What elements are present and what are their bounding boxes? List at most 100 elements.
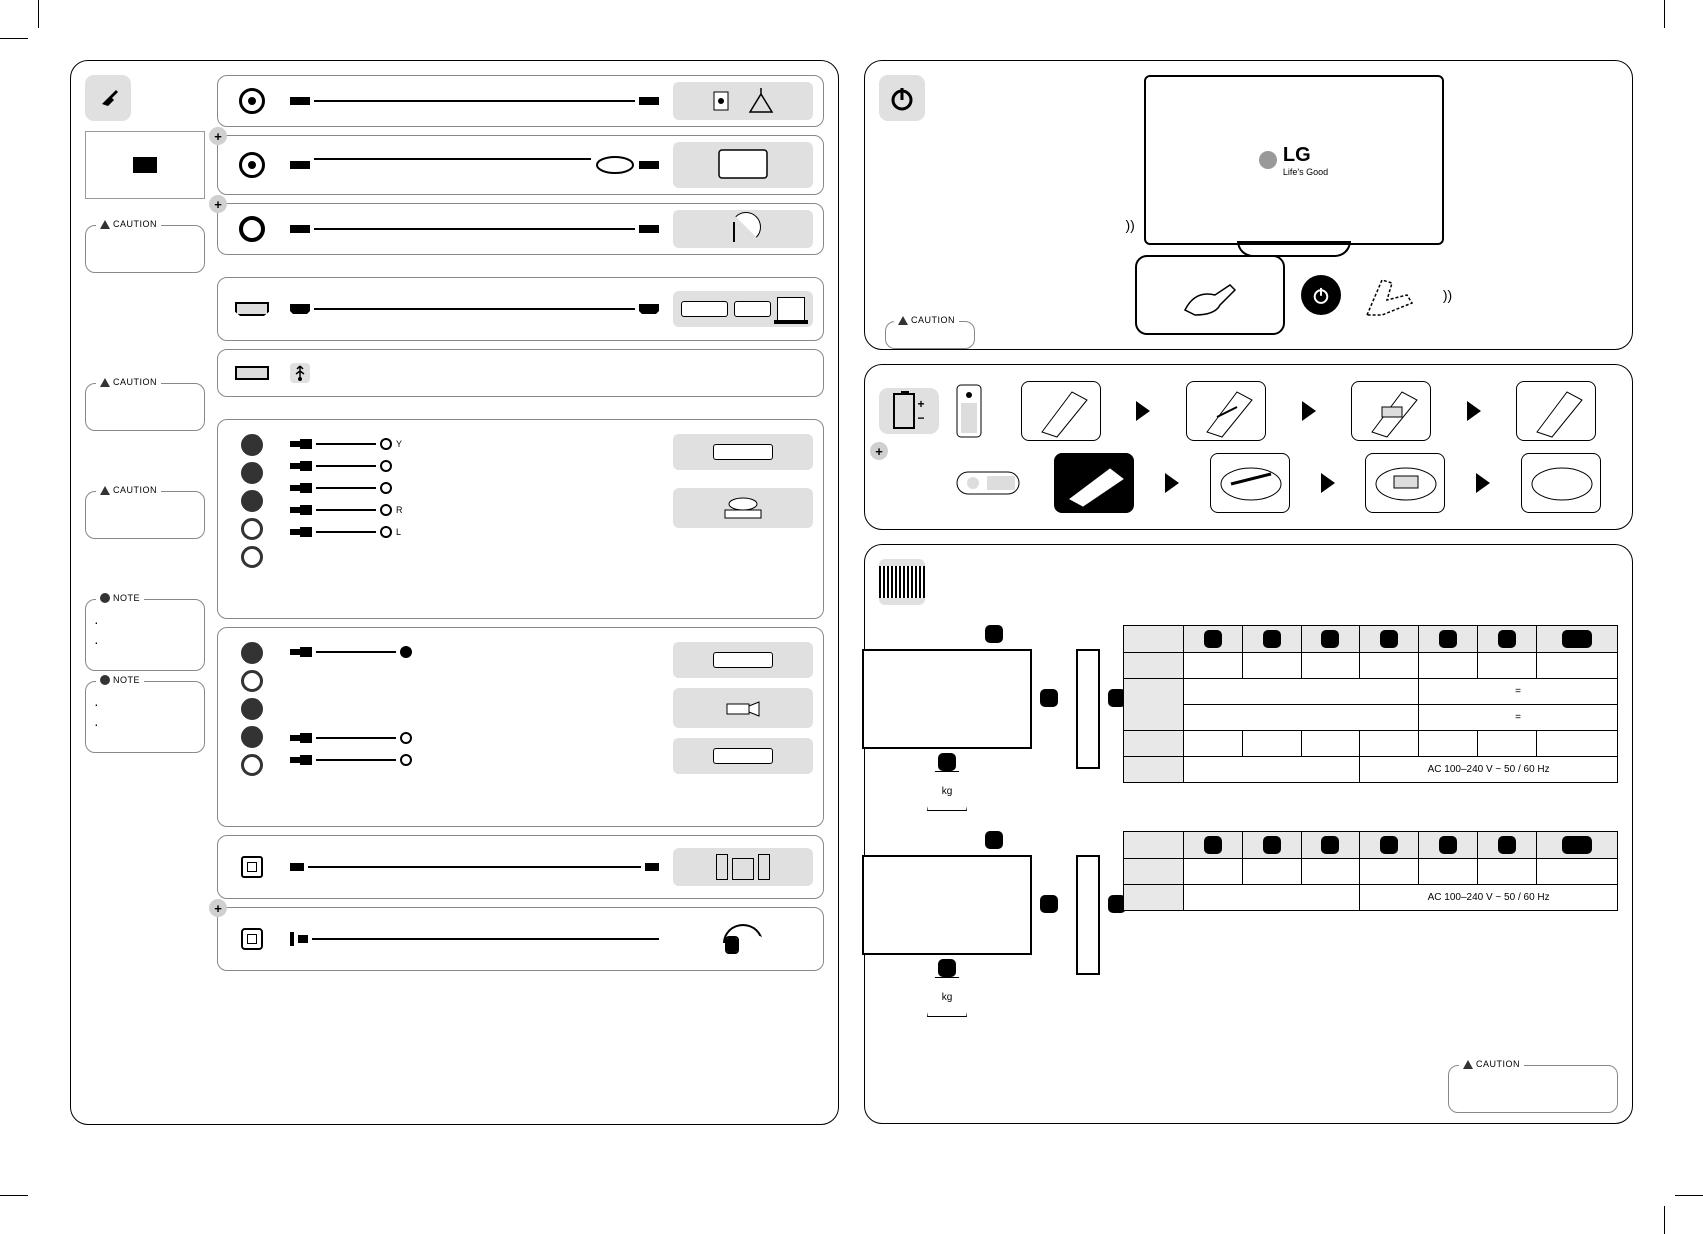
dim-marker <box>1439 836 1457 854</box>
plus-label: + <box>917 397 924 411</box>
dim-marker <box>938 959 956 977</box>
ir-wave-icon: )) <box>1443 287 1452 303</box>
sat-port-icon <box>239 216 265 242</box>
ir-wave-icon: )) <box>1126 217 1135 233</box>
left-column: CAUTION CAUTION CAUTION NOTE ·· NOTE · <box>70 60 839 1125</box>
power-rating-cell: AC 100–240 V ~ 50 / 60 Hz <box>1360 757 1618 783</box>
remote-row-standard: + − <box>879 379 1618 443</box>
hdmi-cable-icon <box>290 304 659 314</box>
magic-remote-icon <box>953 462 1023 505</box>
dim-marker <box>1562 836 1592 854</box>
note-label: NOTE <box>96 675 144 685</box>
remote-step-icon <box>1365 453 1445 513</box>
dim-marker <box>1204 630 1222 648</box>
hdmi-devices-icon <box>673 291 813 327</box>
audio-jack-cable-icon <box>290 932 659 946</box>
dim-marker <box>1380 630 1398 648</box>
note-callout-2: NOTE ·· <box>85 681 205 753</box>
brand-tagline: Life's Good <box>1283 167 1328 177</box>
remote-step-icon <box>1021 381 1101 441</box>
coax-port-icon <box>239 88 265 114</box>
crop-mark <box>0 1195 28 1196</box>
tv-rear-thumb <box>85 131 205 199</box>
satellite-dish-icon <box>673 210 813 248</box>
dimension-diagram: kg <box>879 831 1109 1017</box>
crop-mark <box>0 38 28 39</box>
power-button-icon <box>1301 275 1341 315</box>
minus-label: − <box>917 411 924 425</box>
rca-cable-icon: L <box>290 526 659 538</box>
stb-device-icon <box>673 642 813 678</box>
caution-callout-3: CAUTION <box>85 491 205 539</box>
rca-cable-icon <box>290 754 659 766</box>
optical-cable-icon <box>290 863 659 871</box>
equals-cell: = <box>1419 679 1618 705</box>
note-label: NOTE <box>96 593 144 603</box>
remote-battery-panel: + − + <box>864 364 1633 530</box>
arrow-right-icon <box>1476 473 1490 493</box>
sat-cable-icon <box>290 225 659 233</box>
connections-list: + <box>217 75 824 1110</box>
dimension-diagram: kg <box>879 625 1109 811</box>
plus-badge-icon: + <box>209 899 227 917</box>
usb-symbol-icon <box>290 363 310 383</box>
speaker-system-icon <box>673 848 813 886</box>
conn-row-satellite: + <box>217 203 824 255</box>
caution-callout-1: CAUTION <box>85 225 205 273</box>
dim-marker <box>1498 630 1516 648</box>
spec-block-1: kg <box>879 625 1618 811</box>
arrow-right-icon <box>1321 473 1335 493</box>
remote-row-magic: + <box>879 451 1618 515</box>
brand-name: LG <box>1283 144 1328 167</box>
remote-front-back-icon <box>953 383 985 439</box>
arrow-right-icon <box>1467 401 1481 421</box>
dim-marker-a <box>985 831 1003 849</box>
remote-step-icon <box>1054 453 1134 513</box>
hdmi-port-icon <box>235 302 269 316</box>
caution-label: CAUTION <box>96 485 161 495</box>
dim-marker <box>1498 836 1516 854</box>
conn-row-antenna <box>217 75 824 127</box>
dim-marker <box>1562 630 1592 648</box>
power-rating-cell: AC 100–240 V ~ 50 / 60 Hz <box>1360 885 1618 911</box>
remote-hand-icon <box>1357 265 1427 325</box>
crop-mark <box>1664 0 1665 28</box>
dim-marker-a <box>985 625 1003 643</box>
crop-mark <box>38 0 39 28</box>
dim-marker <box>1040 895 1058 913</box>
rca-cable-icon: R <box>290 504 659 516</box>
rca-cable-icon <box>290 646 659 658</box>
rca-cable-icon <box>290 460 659 472</box>
note-callout-1: NOTE ·· <box>85 599 205 671</box>
connections-panel: CAUTION CAUTION CAUTION NOTE ·· NOTE · <box>70 60 839 1125</box>
av-ports-icon <box>241 642 263 776</box>
caution-callout-2: CAUTION <box>85 383 205 431</box>
remote-step-icon <box>1210 453 1290 513</box>
optical-port-icon <box>241 856 263 878</box>
caution-label: CAUTION <box>1459 1059 1524 1069</box>
dim-marker <box>1439 630 1457 648</box>
specifications-panel: kg <box>864 544 1633 1124</box>
caution-callout-spec: CAUTION <box>1448 1065 1618 1113</box>
plus-badge-icon: + <box>209 127 227 145</box>
caution-label: CAUTION <box>894 315 959 325</box>
brand-logo: LG Life's Good <box>1259 144 1328 177</box>
arrow-right-icon <box>1165 473 1179 493</box>
crop-mark <box>1664 1206 1665 1234</box>
conn-row-usb <box>217 349 824 397</box>
home-antenna-icon <box>673 82 813 120</box>
weight-icon: kg <box>927 771 967 811</box>
remote-step-icon <box>1186 381 1266 441</box>
coax-cable-icon <box>290 97 659 105</box>
arrow-right-icon <box>1302 401 1316 421</box>
dvd-device-icon <box>673 488 813 528</box>
power-on-panel: LG Life's Good )) )) <box>864 60 1633 350</box>
page-columns: CAUTION CAUTION CAUTION NOTE ·· NOTE · <box>70 60 1633 1125</box>
dim-marker <box>1263 630 1281 648</box>
weight-icon: kg <box>927 977 967 1017</box>
dim-marker <box>1040 689 1058 707</box>
rca-cable-icon <box>290 482 659 494</box>
remote-step-icon <box>1516 381 1596 441</box>
headphone-port-icon <box>241 928 263 950</box>
spec-table-1: = = AC 100–240 V ~ 50 / 60 Hz <box>1123 625 1618 811</box>
